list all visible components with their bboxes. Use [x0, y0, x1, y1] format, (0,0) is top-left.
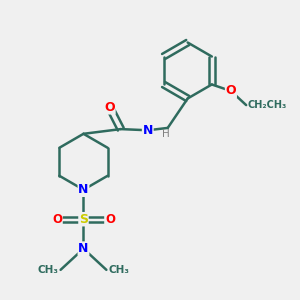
- Text: CH₂CH₃: CH₂CH₃: [248, 100, 287, 110]
- Text: O: O: [104, 101, 115, 114]
- Text: O: O: [52, 213, 62, 226]
- Text: S: S: [79, 213, 88, 226]
- Text: O: O: [105, 213, 115, 226]
- Text: CH₃: CH₃: [108, 265, 129, 275]
- Text: N: N: [142, 124, 153, 137]
- Text: N: N: [78, 242, 89, 255]
- Text: O: O: [226, 85, 236, 98]
- Text: CH₃: CH₃: [38, 265, 59, 275]
- Text: N: N: [78, 183, 89, 196]
- Text: H: H: [162, 129, 169, 140]
